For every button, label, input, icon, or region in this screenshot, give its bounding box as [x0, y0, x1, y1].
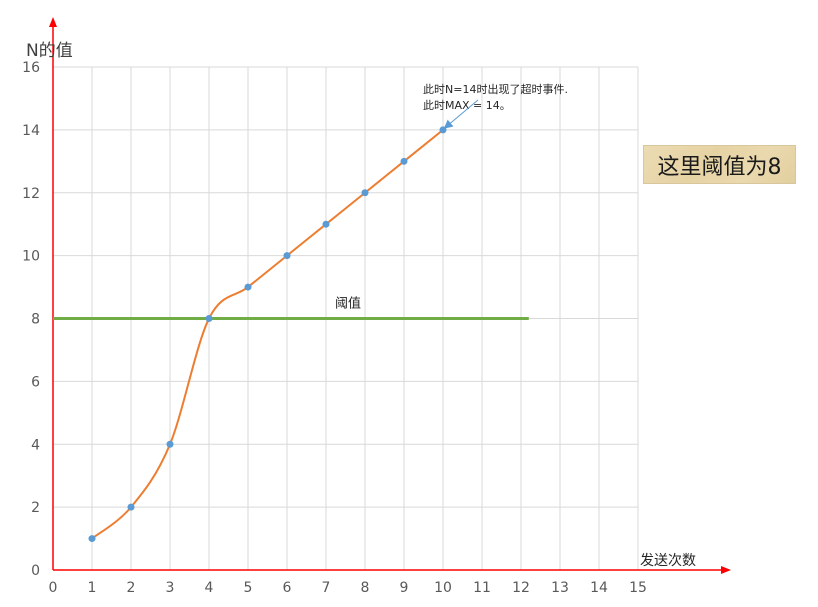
data-point: [88, 535, 96, 543]
annotation-arrow: [443, 99, 479, 129]
axes: [49, 17, 731, 574]
data-point: [400, 157, 408, 165]
x-tick-label: 9: [400, 580, 409, 596]
y-tick-label: 2: [31, 500, 40, 516]
threshold-label: 阈值: [335, 296, 361, 312]
annotation: 此时N=14时出现了超时事件. 此时MAX = 14。: [423, 82, 568, 129]
y-tick-label: 12: [22, 186, 40, 202]
data-point: [322, 220, 330, 228]
series-line: [91, 129, 444, 540]
y-tick-label: 16: [22, 60, 40, 76]
y-axis-label: N的值: [26, 41, 73, 61]
data-point: [361, 189, 369, 197]
x-tick-label: 0: [49, 580, 58, 596]
data-point: [244, 283, 252, 291]
data-point: [205, 315, 213, 322]
y-tick-label: 0: [31, 563, 40, 579]
x-tick-label: 3: [166, 580, 175, 596]
x-tick-label: 12: [512, 580, 530, 596]
x-axis-label: 发送次数: [640, 553, 696, 569]
x-tick-label: 15: [629, 580, 647, 596]
x-tick-label: 11: [473, 580, 491, 596]
annotation-text: 此时N=14时出现了超时事件.: [423, 82, 568, 96]
x-tick-label: 1: [88, 580, 97, 596]
y-tick-label: 14: [22, 123, 40, 139]
x-tick-label: 10: [434, 580, 452, 596]
y-tick-label: 10: [22, 249, 40, 265]
x-tick-label: 14: [590, 580, 608, 596]
data-point: [283, 252, 291, 260]
y-tick-label: 6: [31, 374, 40, 390]
threshold-note-text: 这里阈值为8: [657, 154, 782, 180]
data-point: [166, 440, 174, 448]
x-tick-label: 8: [361, 580, 370, 596]
x-tick-label: 6: [283, 580, 292, 596]
x-tick-label: 2: [127, 580, 136, 596]
annotation-text: 此时MAX = 14。: [423, 99, 511, 112]
x-tick-label: 7: [322, 580, 331, 596]
data-point: [439, 126, 447, 134]
y-tick-label: 4: [31, 437, 40, 453]
x-tick-label: 13: [551, 580, 569, 596]
data-point: [127, 503, 135, 511]
threshold-note: 这里阈值为8: [643, 145, 796, 184]
y-tick-label: 8: [31, 312, 40, 328]
series: 阈值: [53, 126, 529, 543]
x-tick-label: 4: [205, 580, 214, 596]
x-tick-label: 5: [244, 580, 253, 596]
